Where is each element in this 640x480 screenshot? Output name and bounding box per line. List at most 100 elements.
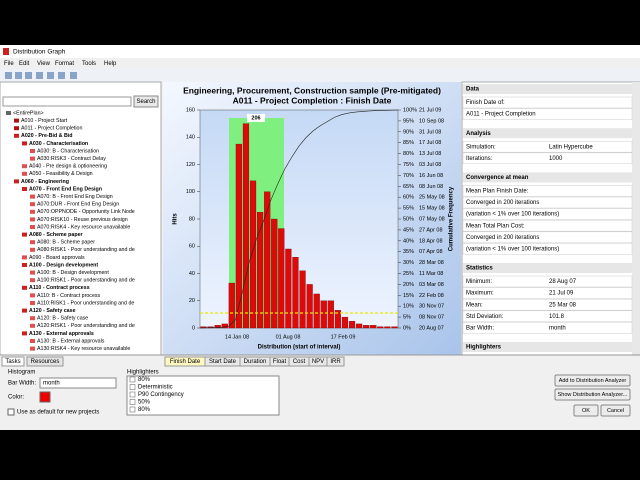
tree-icon (14, 179, 19, 184)
tree-item[interactable]: A040 - Pre design & optioneering (29, 164, 107, 170)
button-label[interactable]: Add to Distribution Analyzer (559, 378, 627, 384)
tree-item[interactable]: A080:RISK1 - Poor understanding and de (37, 247, 135, 253)
button-label[interactable]: OK (582, 408, 590, 414)
tree-item[interactable]: A130 - External approvals (29, 331, 94, 337)
y-tick-label: 80 (189, 216, 195, 222)
tree-item[interactable]: A100:RISK1 - Poor understanding and de (37, 278, 135, 284)
toolbar-icon[interactable] (15, 72, 22, 79)
tree-item[interactable]: A120:RISK1 - Poor understanding and de (37, 323, 135, 329)
tree-icon (30, 156, 35, 161)
tab[interactable] (1, 356, 25, 367)
info-row (462, 140, 633, 153)
chart-tab-label[interactable]: Cost (293, 359, 306, 365)
highlighter-checkbox[interactable] (129, 406, 136, 413)
tree-item[interactable]: A011 - Project Completion (21, 126, 82, 132)
tree-item[interactable]: A070 - Front End Eng Design (29, 186, 102, 192)
highlighter-item[interactable]: 80% (138, 377, 151, 383)
info-cell: 25 Mar 08 (549, 302, 577, 308)
tree-item[interactable]: A080 - Scheme paper (29, 232, 83, 238)
title-bar (0, 45, 640, 58)
checkbox[interactable] (7, 408, 15, 416)
tree-item[interactable]: A020 - Pre-Bid & Bid (21, 133, 73, 139)
button-label[interactable]: Cancel (607, 408, 624, 414)
tab[interactable] (26, 356, 64, 367)
tree-item[interactable]: A120: B - Safety case (37, 316, 88, 322)
tree-item[interactable]: A030:RISK3 - Contract Delay (37, 156, 106, 162)
info-cell: 101.8 (549, 314, 565, 320)
highlighter-checkbox[interactable] (129, 384, 136, 390)
chart-tab-label[interactable]: Start Date (209, 359, 237, 365)
button[interactable] (573, 404, 599, 417)
menu-item[interactable]: Edit (19, 61, 30, 67)
highlighter-checkbox[interactable] (129, 376, 136, 383)
tree-item[interactable]: A110: B - Contract process (37, 293, 101, 299)
tree-item[interactable]: A100: B - Design development (37, 270, 109, 276)
tree-icon (22, 141, 27, 146)
color-swatch[interactable] (39, 391, 51, 403)
tree-item[interactable]: A010 - Project Start (21, 118, 68, 124)
tree-item[interactable]: A070: B - Front End Eng Design (37, 194, 113, 200)
highlighter-item[interactable]: 80% (138, 407, 151, 413)
toolbar-icon[interactable] (70, 72, 77, 79)
chart-tab[interactable] (326, 356, 345, 367)
toolbar-icon[interactable] (36, 72, 43, 79)
tree-item[interactable]: A090 - Board approvals (29, 255, 85, 261)
tree-item[interactable]: A100 - Design development (29, 262, 98, 268)
y2-tick-label: 80% (403, 151, 414, 157)
tree-item[interactable]: A070:OPPNODE - Opportunity Link Node (37, 209, 135, 215)
highlighter-checkbox[interactable] (129, 399, 136, 405)
tree-item[interactable]: A060 - Engineering (21, 179, 69, 185)
checkbox-label[interactable]: Use as default for new projects (17, 410, 99, 416)
menu-item[interactable]: File (4, 61, 14, 67)
highlighters-list[interactable] (126, 375, 280, 416)
toolbar-icon[interactable] (5, 72, 12, 79)
toolbar-icon[interactable] (47, 72, 54, 79)
search-box[interactable] (2, 96, 132, 107)
tree-item[interactable]: <EntirePlan> (13, 110, 44, 116)
tree-item[interactable]: A070:RISK10 - Reuse previous design (37, 217, 128, 223)
tree-item[interactable]: A130:RISK4 - Key resource unavailable (37, 346, 130, 352)
tab-label[interactable]: Resources (31, 359, 60, 365)
menu-item[interactable]: View (37, 61, 51, 67)
search-button-label[interactable]: Search (136, 99, 155, 105)
tree-item[interactable]: A030 - Characterisation (29, 141, 88, 147)
button[interactable] (554, 388, 631, 401)
bar-width-select[interactable] (39, 377, 117, 389)
highlighter-item[interactable]: 50% (138, 400, 151, 406)
chart-tab-label[interactable]: Finish Date (170, 359, 201, 365)
tree-item[interactable]: A070:DUR - Front End Eng Design (37, 202, 119, 208)
tree-item[interactable]: A120 - Safety case (29, 308, 76, 314)
bar (249, 180, 257, 329)
tree-item[interactable]: A070:RISK4 - Key resource unavailable (37, 224, 130, 230)
scrollbar[interactable] (632, 82, 640, 355)
menu-item[interactable]: Tools (82, 61, 96, 67)
search-button[interactable] (133, 95, 159, 108)
y2-tick-date: 07 Apr 08 (419, 249, 443, 255)
chart-tab-label[interactable]: Float (273, 359, 287, 365)
button[interactable] (600, 404, 631, 417)
highlighter-item[interactable]: Deterministic (138, 385, 173, 391)
highlighter-checkbox[interactable] (129, 391, 136, 398)
button-label[interactable]: Show Distribution Analyzer... (558, 392, 628, 398)
bar-width-value[interactable]: month (43, 381, 60, 387)
y2-tick-label: 5% (403, 315, 411, 321)
tree-item[interactable]: A110:RISK1 - Poor understanding and de (37, 300, 134, 306)
button[interactable] (554, 374, 631, 387)
tree-icon (30, 293, 35, 298)
tree-item[interactable]: A110 - Contract process (29, 285, 90, 291)
chart-tab-label[interactable]: NPV (312, 359, 324, 365)
toolbar-icon[interactable] (25, 72, 32, 79)
highlighter-item[interactable]: P90 Contingency (138, 392, 184, 398)
tree-item[interactable]: A030: B - Characterisation (37, 148, 99, 154)
tree-item[interactable]: A050 - Feasibility & Design (29, 171, 93, 177)
toolbar-icon[interactable] (58, 72, 65, 79)
tree-icon (30, 225, 35, 229)
menu-item[interactable]: Format (55, 61, 74, 67)
chart-tab-label[interactable]: Duration (244, 359, 267, 365)
chart-tab-label[interactable]: IRR (330, 359, 341, 365)
tab-label[interactable]: Tasks (5, 359, 20, 365)
tree-item[interactable]: A080: B - Scheme paper (37, 240, 95, 246)
y2-tick-label: 100% (403, 107, 417, 113)
menu-item[interactable]: Help (104, 61, 117, 67)
tree-item[interactable]: A130: B - External approvals (37, 338, 105, 344)
